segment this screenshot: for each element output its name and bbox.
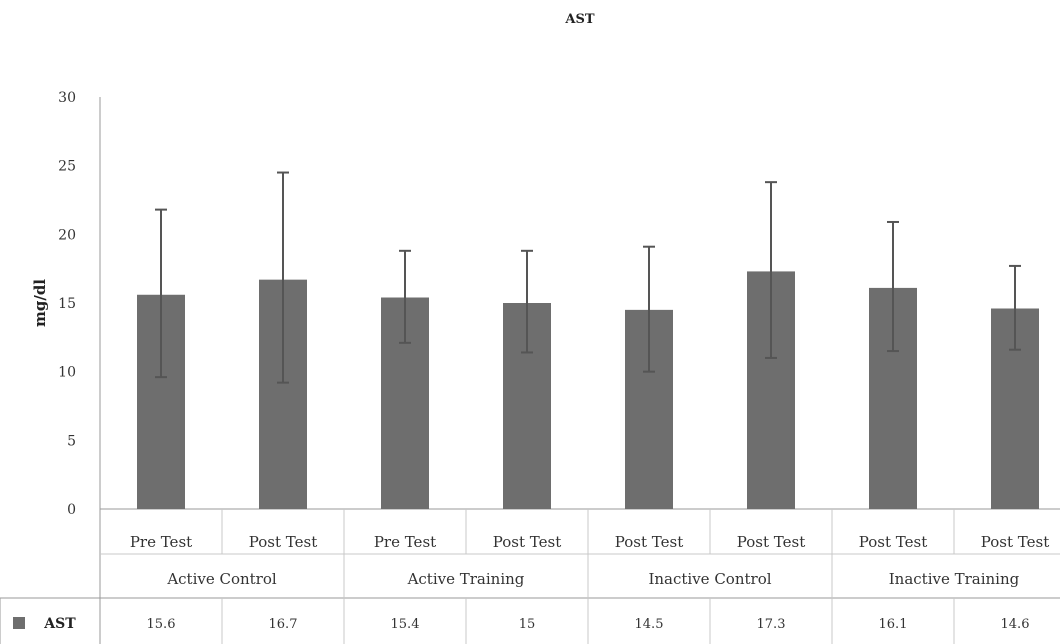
x-tick-label: Post Test xyxy=(615,533,683,551)
data-label: 16.7 xyxy=(269,617,298,632)
x-tick-label: Post Test xyxy=(493,533,561,551)
y-tick-label: 5 xyxy=(67,433,76,449)
chart-title: AST xyxy=(565,12,595,27)
group-label: Inactive Control xyxy=(648,570,771,588)
data-label: 15 xyxy=(519,617,536,632)
data-label: 16.1 xyxy=(879,617,908,632)
y-tick-label: 20 xyxy=(58,227,76,243)
data-label: 14.5 xyxy=(635,617,664,632)
y-tick-label: 15 xyxy=(58,296,76,312)
y-tick-label: 25 xyxy=(58,159,76,175)
x-tick-label: Post Test xyxy=(859,533,927,551)
x-tick-label: Pre Test xyxy=(374,533,436,551)
y-tick-label: 30 xyxy=(58,90,76,106)
x-tick-label: Pre Test xyxy=(130,533,192,551)
data-label: 14.6 xyxy=(1001,617,1030,632)
y-tick-label: 10 xyxy=(58,365,76,381)
data-label: 15.4 xyxy=(391,617,420,632)
legend-label: AST xyxy=(43,616,76,632)
group-label: Active Training xyxy=(407,570,525,588)
group-label: Active Control xyxy=(166,570,277,588)
group-label: Inactive Training xyxy=(889,570,1020,588)
x-tick-label: Post Test xyxy=(249,533,317,551)
data-label: 15.6 xyxy=(147,617,176,632)
data-label: 17.3 xyxy=(757,617,786,632)
legend-swatch xyxy=(13,617,25,629)
x-tick-label: Post Test xyxy=(737,533,805,551)
y-tick-label: 0 xyxy=(67,502,76,518)
x-tick-label: Post Test xyxy=(981,533,1049,551)
